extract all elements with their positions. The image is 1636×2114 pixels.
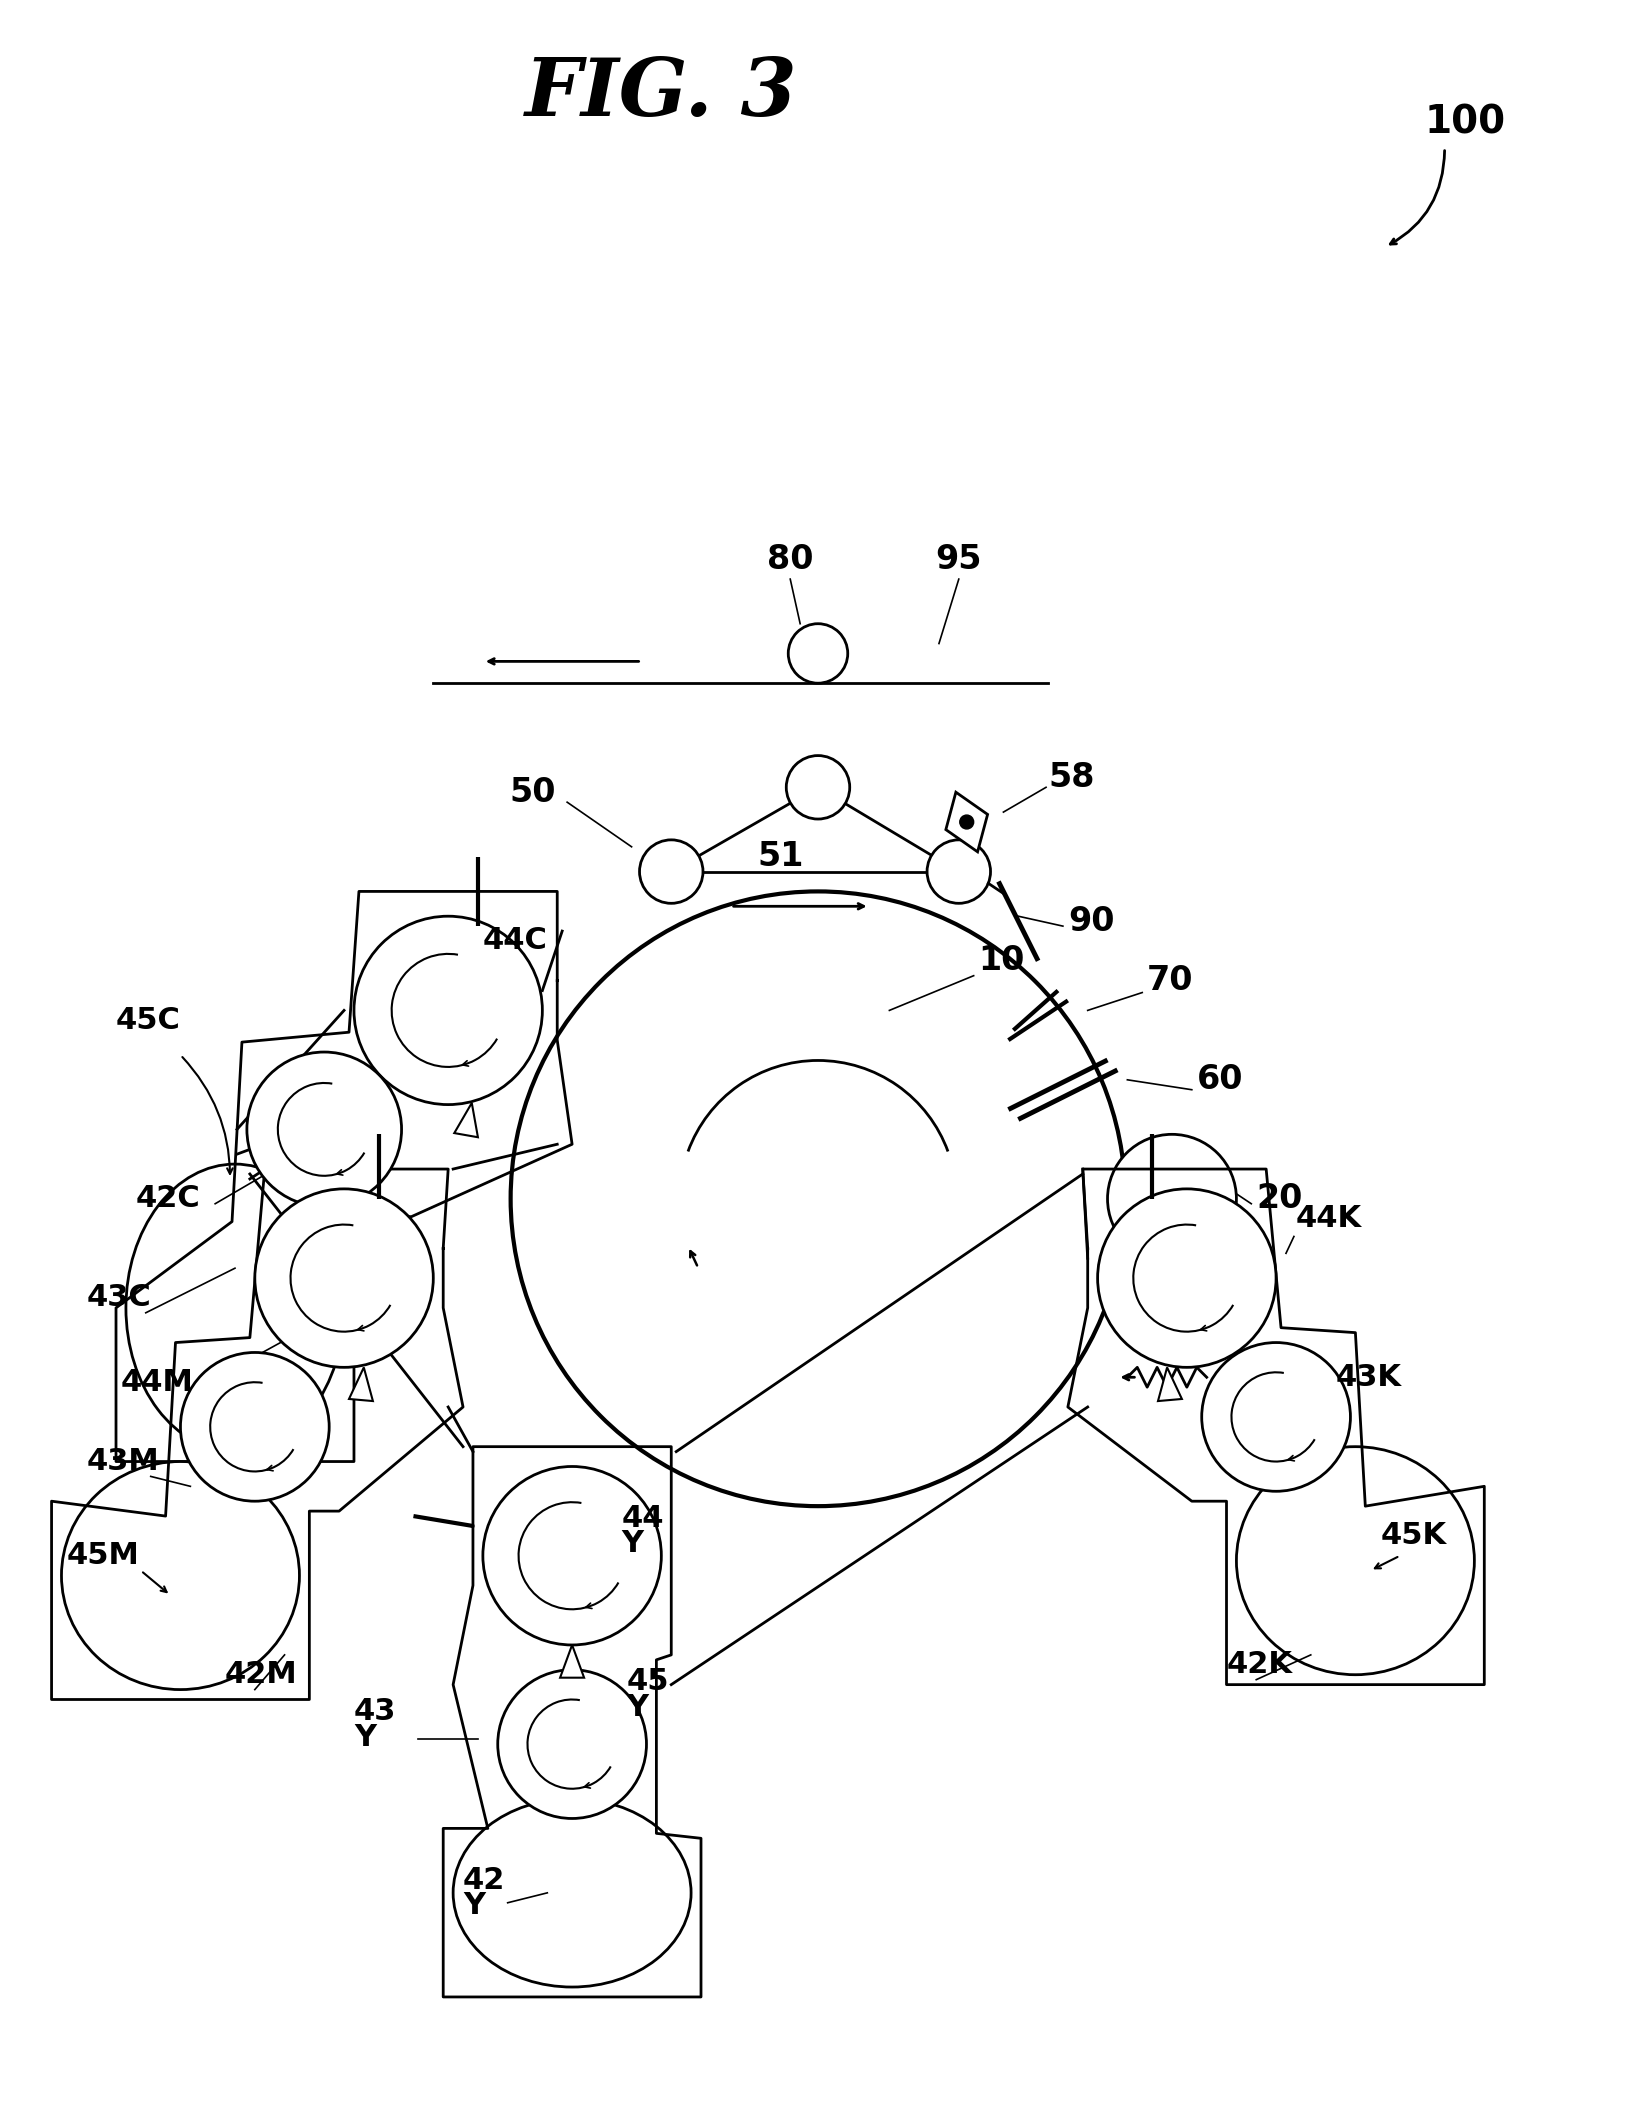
Text: 42C: 42C — [136, 1184, 201, 1213]
Ellipse shape — [62, 1461, 299, 1689]
Text: 70: 70 — [1147, 964, 1194, 998]
Circle shape — [787, 755, 849, 818]
Text: 45
Y: 45 Y — [627, 1668, 669, 1721]
Text: 44M: 44M — [121, 1368, 193, 1397]
Text: 80: 80 — [767, 543, 813, 575]
Text: 30: 30 — [1266, 1399, 1312, 1433]
Text: 90: 90 — [1068, 905, 1114, 939]
Circle shape — [483, 1467, 661, 1645]
Text: 44
Y: 44 Y — [622, 1503, 664, 1558]
Polygon shape — [1158, 1368, 1181, 1402]
Text: 51: 51 — [757, 839, 803, 873]
Text: 20: 20 — [1256, 1182, 1302, 1216]
Circle shape — [353, 915, 543, 1106]
Text: 45K: 45K — [1381, 1522, 1446, 1550]
Text: 50: 50 — [509, 776, 556, 810]
Circle shape — [510, 892, 1126, 1505]
Polygon shape — [348, 1368, 373, 1402]
Text: 42M: 42M — [226, 1659, 298, 1689]
Circle shape — [1098, 1188, 1276, 1368]
Circle shape — [1202, 1342, 1350, 1490]
Circle shape — [640, 839, 703, 903]
Text: 45C: 45C — [116, 1006, 182, 1036]
Circle shape — [497, 1670, 646, 1818]
Circle shape — [960, 816, 973, 829]
Ellipse shape — [453, 1799, 690, 1987]
Polygon shape — [946, 793, 988, 852]
Text: 45M: 45M — [67, 1541, 139, 1571]
Text: 95: 95 — [936, 543, 982, 575]
Ellipse shape — [1237, 1446, 1474, 1674]
Text: 100: 100 — [1425, 104, 1505, 142]
Circle shape — [928, 839, 990, 903]
Circle shape — [255, 1188, 434, 1368]
Text: 44C: 44C — [483, 926, 548, 956]
Text: 43M: 43M — [87, 1448, 159, 1476]
Text: 60: 60 — [1198, 1063, 1243, 1097]
Text: 44K: 44K — [1296, 1205, 1363, 1232]
Circle shape — [1108, 1135, 1237, 1264]
Text: 43C: 43C — [87, 1283, 151, 1313]
Text: 43
Y: 43 Y — [353, 1698, 396, 1753]
Circle shape — [789, 624, 847, 683]
Text: 42K: 42K — [1227, 1651, 1292, 1679]
Circle shape — [247, 1053, 401, 1207]
Text: 42
Y: 42 Y — [463, 1865, 506, 1920]
Ellipse shape — [126, 1165, 344, 1452]
Text: 43K: 43K — [1335, 1364, 1402, 1391]
Text: 10: 10 — [978, 945, 1026, 977]
Polygon shape — [560, 1645, 584, 1679]
Circle shape — [180, 1353, 329, 1501]
Polygon shape — [455, 1104, 478, 1137]
Text: FIG. 3: FIG. 3 — [525, 55, 798, 131]
Text: 58: 58 — [1049, 761, 1094, 795]
